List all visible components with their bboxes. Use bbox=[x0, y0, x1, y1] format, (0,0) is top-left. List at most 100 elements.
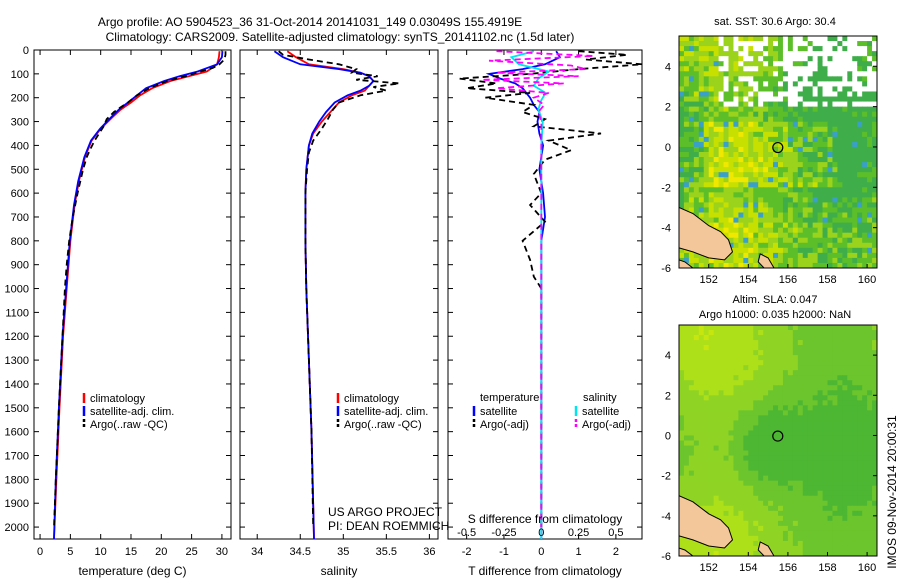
map-cell bbox=[817, 222, 824, 229]
map-cell bbox=[857, 36, 863, 42]
map-cell bbox=[787, 121, 794, 128]
map-cell bbox=[787, 470, 794, 477]
map-cell bbox=[768, 157, 774, 163]
map-cell bbox=[807, 182, 814, 188]
map-cell bbox=[693, 370, 700, 376]
map-cell bbox=[718, 101, 725, 108]
map-cell bbox=[847, 510, 853, 517]
map-cell bbox=[847, 217, 853, 224]
map-cell bbox=[807, 340, 814, 346]
map-cell bbox=[679, 455, 685, 462]
map-cell bbox=[708, 202, 715, 209]
map-cell bbox=[797, 56, 804, 62]
map-cell bbox=[698, 410, 705, 416]
x-tick-label: 156 bbox=[779, 562, 797, 574]
map-cell bbox=[842, 257, 848, 264]
map-cell bbox=[867, 136, 873, 143]
map-cell bbox=[857, 121, 863, 128]
map-cell bbox=[852, 345, 858, 351]
map-cell bbox=[733, 101, 739, 108]
map-cell bbox=[847, 365, 853, 371]
map-cell bbox=[733, 141, 739, 148]
map-cell bbox=[758, 126, 764, 133]
map-cell bbox=[753, 136, 759, 143]
map-cell bbox=[728, 111, 735, 118]
map-cell bbox=[738, 405, 744, 411]
map-cell bbox=[773, 455, 779, 462]
map-cell bbox=[852, 435, 858, 442]
map-cell bbox=[817, 36, 824, 42]
map-cell bbox=[852, 495, 858, 502]
map-cell bbox=[708, 365, 715, 371]
map-cell bbox=[807, 46, 814, 52]
map-cell bbox=[693, 455, 700, 462]
map-cell bbox=[693, 152, 700, 158]
map-cell bbox=[812, 61, 819, 67]
map-cell bbox=[679, 167, 685, 173]
map-cell bbox=[792, 450, 799, 457]
map-cell bbox=[847, 76, 853, 82]
map-cell bbox=[743, 360, 749, 366]
map-cell bbox=[787, 340, 794, 346]
map-cell bbox=[698, 86, 705, 93]
map-cell bbox=[862, 535, 868, 542]
map-cell bbox=[753, 237, 759, 244]
map-cell bbox=[748, 257, 754, 264]
map-cell bbox=[743, 197, 749, 204]
map-cell bbox=[802, 162, 809, 168]
map-cell bbox=[763, 380, 769, 386]
map-cell bbox=[857, 172, 863, 178]
map-cell bbox=[738, 360, 744, 366]
map-cell bbox=[867, 131, 873, 138]
depth-tick-label: 1400 bbox=[5, 379, 29, 391]
map-cell bbox=[782, 237, 789, 244]
map-cell bbox=[857, 505, 863, 512]
map-cell bbox=[773, 430, 779, 437]
map-cell bbox=[688, 430, 695, 437]
map-cell bbox=[679, 485, 685, 492]
map-cell bbox=[797, 470, 804, 477]
map-cell bbox=[812, 410, 819, 416]
map-cell bbox=[802, 172, 809, 178]
map-cell bbox=[842, 495, 848, 502]
map-cell bbox=[872, 390, 877, 396]
map-cell bbox=[758, 405, 764, 411]
map-cell bbox=[708, 136, 715, 143]
map-cell bbox=[827, 121, 834, 128]
map-cell bbox=[758, 460, 764, 467]
map-cell bbox=[807, 450, 814, 457]
map-cell bbox=[743, 430, 749, 437]
s-tick-label: -0.25 bbox=[491, 527, 516, 539]
map-cell bbox=[748, 232, 754, 239]
map-cell bbox=[857, 207, 863, 214]
map-cell bbox=[827, 86, 834, 93]
map-cell bbox=[723, 465, 730, 472]
map-cell bbox=[792, 157, 799, 163]
map-cell bbox=[683, 390, 690, 396]
map-cell bbox=[713, 217, 720, 224]
map-cell bbox=[827, 345, 834, 351]
map-cell bbox=[733, 525, 739, 532]
map-cell bbox=[837, 167, 843, 173]
map-cell bbox=[812, 182, 819, 188]
map-cell bbox=[723, 455, 730, 462]
map-cell bbox=[872, 131, 877, 138]
map-cell bbox=[817, 415, 824, 422]
map-cell bbox=[733, 252, 739, 259]
map-cell bbox=[743, 425, 749, 432]
map-cell bbox=[713, 96, 720, 103]
map-cell bbox=[862, 182, 868, 188]
map-cell bbox=[708, 86, 715, 93]
map-cell bbox=[763, 182, 769, 188]
map-cell bbox=[698, 360, 705, 366]
map-cell bbox=[703, 116, 710, 123]
s-tick-label: 0 bbox=[538, 527, 544, 539]
map-cell bbox=[817, 56, 824, 62]
map-cell bbox=[718, 450, 725, 457]
map-cell bbox=[807, 192, 814, 198]
map-cell bbox=[693, 350, 700, 356]
map-cell bbox=[817, 340, 824, 346]
map-cell bbox=[867, 41, 873, 47]
map-cell bbox=[842, 355, 848, 361]
map-cell bbox=[802, 470, 809, 477]
